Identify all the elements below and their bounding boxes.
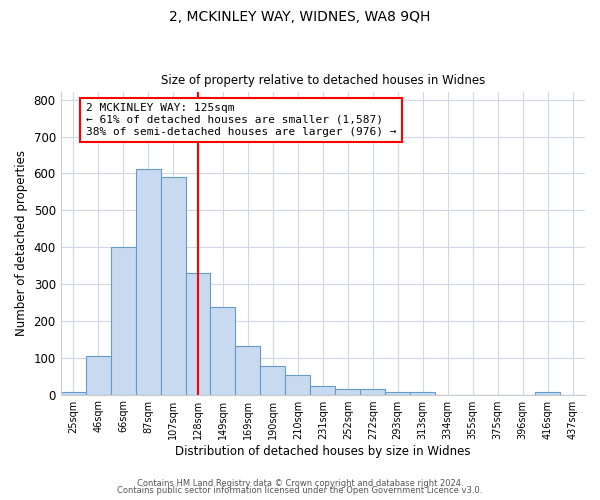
- Bar: [360, 389, 385, 394]
- Bar: [185, 273, 211, 394]
- Bar: [535, 392, 560, 394]
- Text: Contains HM Land Registry data © Crown copyright and database right 2024.: Contains HM Land Registry data © Crown c…: [137, 478, 463, 488]
- Text: 2, MCKINLEY WAY, WIDNES, WA8 9QH: 2, MCKINLEY WAY, WIDNES, WA8 9QH: [169, 10, 431, 24]
- Bar: [61, 392, 86, 394]
- Text: Contains public sector information licensed under the Open Government Licence v3: Contains public sector information licen…: [118, 486, 482, 495]
- Bar: [310, 386, 335, 394]
- Bar: [110, 247, 136, 394]
- Bar: [235, 346, 260, 395]
- Bar: [385, 392, 410, 394]
- Bar: [410, 392, 435, 394]
- Bar: [260, 366, 286, 394]
- Title: Size of property relative to detached houses in Widnes: Size of property relative to detached ho…: [161, 74, 485, 87]
- Y-axis label: Number of detached properties: Number of detached properties: [15, 150, 28, 336]
- Text: 2 MCKINLEY WAY: 125sqm
← 61% of detached houses are smaller (1,587)
38% of semi-: 2 MCKINLEY WAY: 125sqm ← 61% of detached…: [86, 104, 396, 136]
- Bar: [86, 356, 110, 395]
- Bar: [211, 307, 235, 394]
- Bar: [161, 177, 185, 394]
- Bar: [136, 169, 161, 394]
- X-axis label: Distribution of detached houses by size in Widnes: Distribution of detached houses by size …: [175, 444, 470, 458]
- Bar: [286, 376, 310, 394]
- Bar: [335, 390, 360, 394]
